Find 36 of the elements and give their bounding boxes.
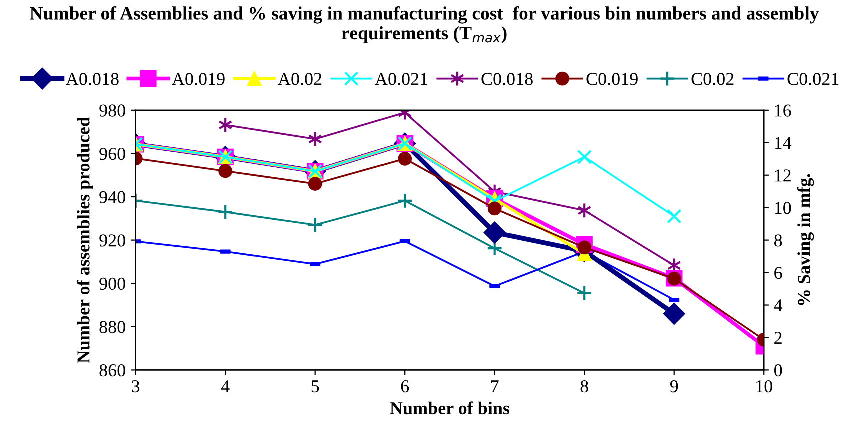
legend-label: C0.019: [586, 73, 638, 86]
y2-tick-label: 10: [775, 202, 792, 214]
legend-label: C0.018: [482, 73, 533, 86]
y2-tick-label: 12: [775, 170, 791, 182]
x-axis-title: Number of bins: [390, 402, 510, 415]
y2-tick-label: 14: [775, 137, 792, 150]
y2-tick-label: 16: [775, 104, 792, 117]
x-tick-label: 9: [670, 380, 678, 393]
y-axis-title: Number of assemblies produced: [76, 117, 94, 364]
y2-axis-title: % Saving in mfg.: [797, 174, 814, 306]
y2-tick-label: 4: [774, 300, 783, 312]
legend-label: A0.02: [278, 73, 322, 86]
legend-label: A0.018: [66, 73, 119, 86]
y2-tick-label: 8: [774, 234, 782, 247]
legend-label: A0.019: [172, 73, 225, 86]
y-tick-label: 920: [100, 234, 126, 247]
x-tick-label: 10: [756, 380, 772, 393]
x-tick-label: 5: [312, 380, 320, 393]
legend-label: C0.02: [692, 73, 734, 86]
y2-tick-label: 2: [774, 332, 782, 344]
y-tick-label: 880: [100, 321, 126, 334]
y2-tick-label: 6: [774, 267, 782, 280]
x-tick-label: 6: [401, 380, 410, 393]
y-tick-label: 940: [100, 191, 126, 204]
y-tick-label: 860: [100, 364, 126, 377]
x-tick-label: 3: [132, 380, 140, 393]
chart-title: Number of Assemblies and % saving in manufacturing cost for various bin numbers and assembly requirements (T$_{max}$): [30, 6, 820, 44]
legend-label: C0.021: [788, 73, 839, 86]
legend-label: A0.021: [375, 73, 428, 86]
y-tick-label: 980: [100, 104, 126, 117]
y-tick-label: 900: [100, 278, 126, 290]
x-tick-label: 8: [580, 380, 588, 393]
x-tick-label: 4: [221, 380, 230, 392]
x-tick-label: 7: [492, 380, 499, 392]
y-tick-label: 960: [100, 148, 126, 160]
y2-tick-label: 0: [774, 364, 782, 377]
